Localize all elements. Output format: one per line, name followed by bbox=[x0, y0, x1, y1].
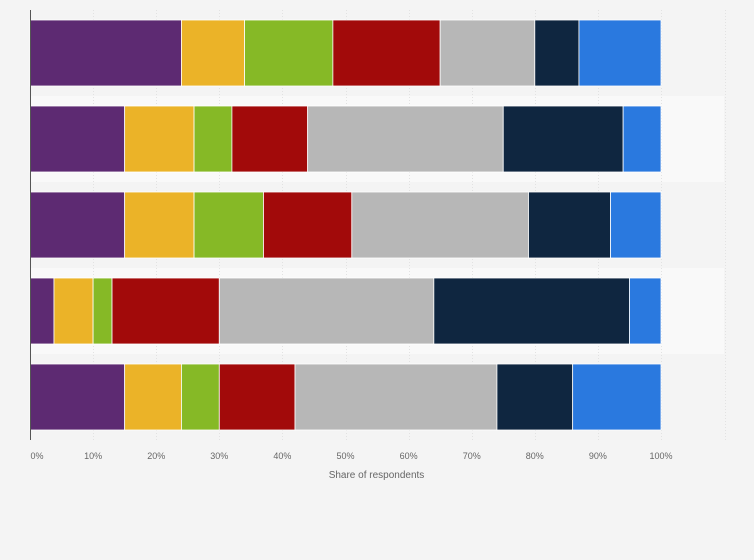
bar-segment bbox=[29, 105, 126, 173]
bar-segment bbox=[124, 191, 195, 259]
bar-segment bbox=[496, 363, 574, 431]
x-tick-label: 40% bbox=[273, 451, 291, 461]
bar-segment bbox=[528, 191, 611, 259]
bar-segment bbox=[629, 277, 662, 345]
bar-segment bbox=[332, 19, 441, 87]
bar-segment bbox=[534, 19, 580, 87]
bar-segment bbox=[307, 105, 504, 173]
bar-segment bbox=[193, 191, 264, 259]
x-axis-title: Share of respondents bbox=[329, 470, 425, 481]
bar-segment bbox=[244, 19, 334, 87]
bar-segment bbox=[218, 363, 296, 431]
bar-segment bbox=[502, 105, 624, 173]
bar-segment bbox=[231, 105, 309, 173]
bar-segment bbox=[124, 363, 182, 431]
bar-segment bbox=[181, 363, 220, 431]
bar-segment bbox=[193, 105, 233, 173]
bar-segment bbox=[433, 277, 630, 345]
x-tick-label: 20% bbox=[147, 451, 165, 461]
x-tick-label: 0% bbox=[30, 451, 43, 461]
bar-segment bbox=[263, 191, 353, 259]
bar-segment bbox=[578, 19, 662, 87]
bar-segment bbox=[572, 363, 662, 431]
bar-segments bbox=[29, 19, 662, 431]
bar-segment bbox=[351, 191, 529, 259]
bar-segment bbox=[111, 277, 220, 345]
bar-segment bbox=[622, 105, 662, 173]
x-tick-label: 100% bbox=[649, 451, 672, 461]
bar-segment bbox=[124, 105, 195, 173]
bar-segment bbox=[218, 277, 435, 345]
x-tick-label: 50% bbox=[336, 451, 354, 461]
x-tick-label: 80% bbox=[526, 451, 544, 461]
bar-segment bbox=[29, 19, 182, 87]
x-tick-labels: 0% 10% 20% 30% 40% 50% 60% 70% 80% 90% 100% bbox=[30, 451, 672, 461]
bar-segment bbox=[29, 363, 126, 431]
x-tick-label: 90% bbox=[589, 451, 607, 461]
bar-segment bbox=[294, 363, 498, 431]
x-tick-label: 60% bbox=[400, 451, 418, 461]
bar-segment bbox=[53, 277, 94, 345]
x-tick-label: 70% bbox=[463, 451, 481, 461]
bar-segment bbox=[439, 19, 536, 87]
x-tick-label: 10% bbox=[84, 451, 102, 461]
bar-segment bbox=[29, 191, 126, 259]
x-tick-label: 30% bbox=[210, 451, 228, 461]
bar-segment bbox=[610, 191, 662, 259]
bar-segment bbox=[92, 277, 113, 345]
bar-segment bbox=[29, 277, 55, 345]
bar-segment bbox=[181, 19, 245, 87]
